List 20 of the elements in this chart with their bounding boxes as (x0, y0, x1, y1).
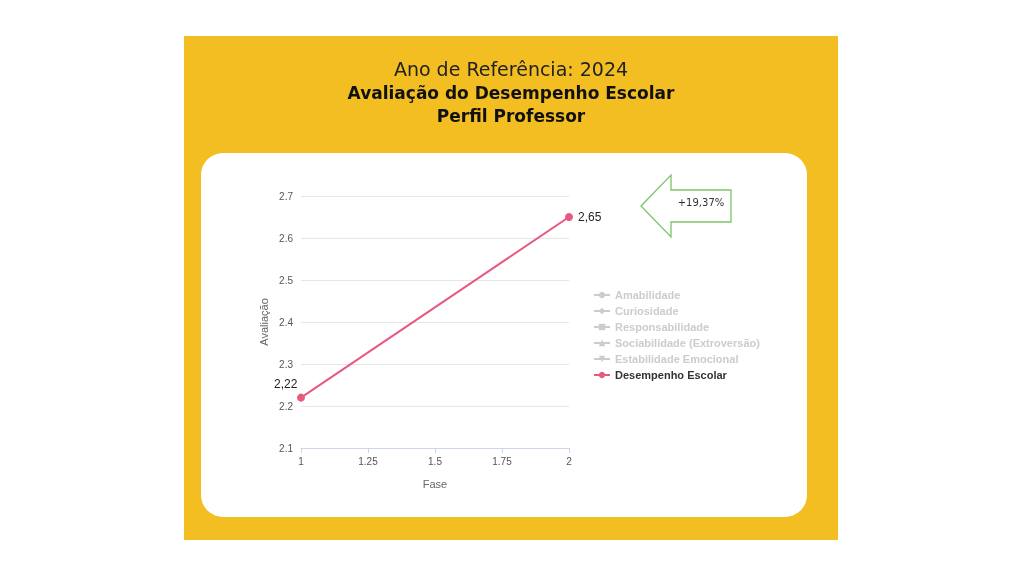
data-label: 2,22 (274, 376, 298, 391)
text: +19,37% (676, 197, 726, 208)
y-axis-title: Avaliação (257, 298, 270, 346)
y-tick-label: 2.6 (279, 232, 294, 244)
x-tick-label: 1.5 (428, 455, 443, 467)
chart-title: Ano de Referência: 2024 (392, 58, 630, 80)
y-tick-label: 2.2 (279, 400, 294, 412)
y-tick-label: 2.4 (279, 316, 294, 328)
chart-subtitle: Avaliação do Desempenho Escolar Perfil Professor (346, 82, 676, 128)
y-tick-label: 2.1 (279, 442, 294, 454)
x-tick-label: 1.25 (358, 455, 379, 467)
x-tick-label: 2 (566, 455, 573, 467)
x-axis-title: Fase (422, 477, 448, 490)
x-tick-label: 1.75 (492, 455, 513, 467)
legend-label: Desempenho Escolar (615, 369, 728, 381)
data-label: 2,65 (578, 210, 602, 224)
y-tick-label: 2.5 (279, 274, 294, 286)
y-tick-label: 2.7 (279, 190, 294, 202)
x-tick-label: 1 (298, 455, 305, 467)
y-tick-label: 2.3 (279, 358, 294, 370)
